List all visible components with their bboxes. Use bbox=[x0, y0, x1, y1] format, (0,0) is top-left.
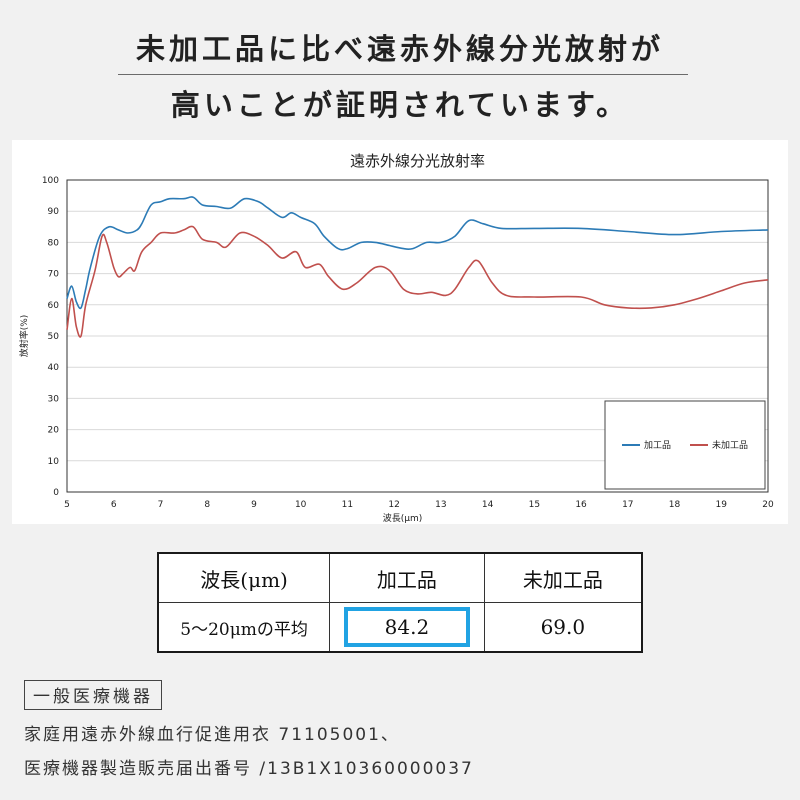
table-header-processed: 加工品 bbox=[329, 552, 485, 603]
x-tick-label: 6 bbox=[111, 500, 117, 510]
y-tick-label: 100 bbox=[42, 176, 59, 186]
x-tick-label: 5 bbox=[64, 500, 70, 510]
x-tick-label: 16 bbox=[575, 500, 587, 510]
table-row-label: 5〜20μmの平均 bbox=[157, 602, 331, 653]
x-tick-label: 19 bbox=[716, 500, 728, 510]
table-header-row: 波長(μm) 加工品 未加工品 bbox=[157, 552, 643, 603]
y-tick-label: 30 bbox=[48, 394, 60, 404]
table-row: 5〜20μmの平均 84.2 69.0 bbox=[157, 602, 643, 653]
y-tick-label: 90 bbox=[48, 207, 60, 217]
plot-area-border bbox=[66, 179, 769, 493]
series-line-unprocessed bbox=[66, 225, 769, 338]
y-tick-label: 60 bbox=[48, 301, 60, 311]
y-tick-label: 20 bbox=[48, 426, 60, 436]
x-tick-label: 12 bbox=[388, 500, 399, 510]
y-tick-label: 10 bbox=[48, 457, 60, 467]
headline-divider bbox=[118, 74, 688, 75]
series-line-processed bbox=[66, 196, 769, 310]
average-emissivity-table: 波長(μm) 加工品 未加工品 5〜20μmの平均 84.2 69.0 bbox=[157, 552, 643, 653]
x-tick-label: 8 bbox=[204, 500, 210, 510]
x-tick-label: 17 bbox=[622, 500, 633, 510]
device-classification-text: 家庭用遠赤外線血行促進用衣 71105001、 bbox=[24, 725, 400, 745]
x-tick-label: 11 bbox=[342, 500, 353, 510]
x-tick-label: 14 bbox=[482, 500, 494, 510]
table-header-unprocessed: 未加工品 bbox=[483, 552, 643, 603]
y-axis-label: 放射率(%) bbox=[18, 315, 30, 358]
processed-average-cell: 84.2 bbox=[329, 602, 485, 653]
x-tick-label: 18 bbox=[669, 500, 681, 510]
x-tick-label: 20 bbox=[762, 500, 774, 510]
x-tick-label: 10 bbox=[295, 500, 307, 510]
medical-device-badge: 一般医療機器 bbox=[24, 680, 162, 710]
legend-label: 未加工品 bbox=[712, 439, 748, 451]
y-tick-label: 70 bbox=[48, 270, 60, 280]
y-tick-label: 80 bbox=[48, 238, 60, 248]
headline-line-2: 高いことが証明されています。 bbox=[170, 88, 630, 122]
emissivity-chart: 遠赤外線分光放射率 0 10 20 30 40 50 60 70 80 90 100 5 6 7 8 9 10 11… bbox=[18, 152, 774, 524]
x-tick-label: 9 bbox=[251, 500, 257, 510]
y-tick-label: 40 bbox=[48, 363, 60, 373]
x-tick-label: 13 bbox=[435, 500, 446, 510]
processed-average-value: 84.2 bbox=[343, 607, 470, 647]
unprocessed-average-value: 69.0 bbox=[483, 602, 643, 653]
y-tick-label: 0 bbox=[53, 488, 59, 498]
headline-line-1: 未加工品に比べ遠赤外線分光放射が bbox=[135, 32, 664, 66]
x-tick-label: 15 bbox=[529, 500, 540, 510]
y-tick-label: 50 bbox=[48, 332, 60, 342]
legend-label: 加工品 bbox=[644, 440, 671, 451]
registration-number-text: 医療機器製造販売届出番号 /13B1X10360000037 bbox=[24, 759, 474, 779]
table-header-wavelength: 波長(μm) bbox=[157, 552, 331, 603]
chart-title: 遠赤外線分光放射率 bbox=[350, 152, 485, 170]
x-axis-label: 波長(μm) bbox=[383, 512, 423, 524]
emissivity-chart-panel: 遠赤外線分光放射率 0 10 20 30 40 50 60 70 80 90 100 5 6 7 8 9 10 11… bbox=[12, 140, 788, 524]
x-tick-label: 7 bbox=[158, 500, 164, 510]
